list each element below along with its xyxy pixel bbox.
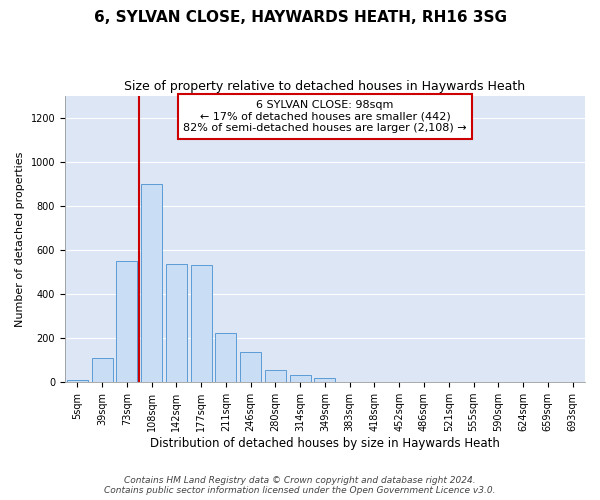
Text: Contains HM Land Registry data © Crown copyright and database right 2024.
Contai: Contains HM Land Registry data © Crown c… (104, 476, 496, 495)
Bar (166, 264, 187, 382)
Bar (191, 266, 212, 382)
Y-axis label: Number of detached properties: Number of detached properties (15, 151, 25, 326)
Text: 6 SYLVAN CLOSE: 98sqm
← 17% of detached houses are smaller (442)
82% of semi-det: 6 SYLVAN CLOSE: 98sqm ← 17% of detached … (183, 100, 467, 133)
Bar (240, 352, 261, 382)
Text: 6, SYLVAN CLOSE, HAYWARDS HEATH, RH16 3SG: 6, SYLVAN CLOSE, HAYWARDS HEATH, RH16 3S… (94, 10, 506, 25)
X-axis label: Distribution of detached houses by size in Haywards Heath: Distribution of detached houses by size … (150, 437, 500, 450)
Title: Size of property relative to detached houses in Haywards Heath: Size of property relative to detached ho… (124, 80, 526, 93)
Bar (67, 380, 88, 382)
Bar (141, 184, 162, 382)
Bar (92, 358, 113, 382)
Bar (116, 261, 137, 382)
Bar (290, 374, 311, 382)
Bar (314, 378, 335, 382)
Bar (265, 370, 286, 382)
Bar (215, 332, 236, 382)
